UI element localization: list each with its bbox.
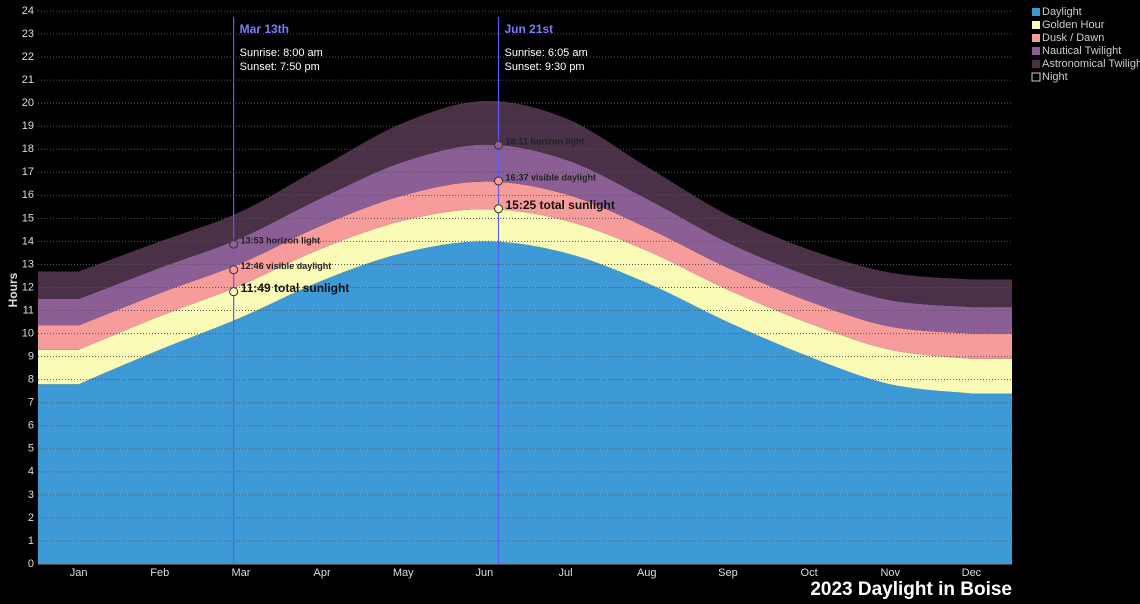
x-tick-label: Jul — [559, 567, 573, 579]
x-tick-label: Sep — [718, 567, 738, 579]
chart-title: 2023 Daylight in Boise — [810, 579, 1012, 600]
x-tick-label: Nov — [880, 567, 900, 579]
marker-sunrise: Sunrise: 8:00 am — [240, 47, 323, 59]
legend-swatch — [1031, 72, 1041, 82]
y-tick-label: 20 — [22, 97, 34, 109]
area — [38, 11, 1012, 280]
x-tick-label: Jan — [70, 567, 88, 579]
area — [38, 209, 1012, 394]
x-tick-label: Oct — [801, 567, 818, 579]
legend-label: Daylight — [1042, 6, 1082, 18]
legend-label: Golden Hour — [1042, 19, 1105, 31]
x-tick-label: Apr — [314, 567, 331, 579]
marker-point-label: 18:11 horizon light — [505, 136, 584, 146]
y-tick-label: 9 — [28, 351, 34, 363]
y-tick-label: 4 — [28, 466, 34, 478]
y-tick-label: 0 — [28, 558, 34, 570]
legend-swatch — [1032, 47, 1040, 55]
y-tick-label: 17 — [22, 166, 34, 178]
y-tick-label: 19 — [22, 120, 34, 132]
marker-dot — [229, 239, 239, 249]
area — [38, 144, 1012, 334]
area — [38, 100, 1012, 308]
x-tick-label: Mar — [231, 567, 250, 579]
y-tick-label: 16 — [22, 189, 34, 201]
x-tick-label: May — [393, 567, 414, 579]
marker-sunset: Sunset: 9:30 pm — [504, 61, 584, 73]
y-tick-label: 11 — [23, 304, 34, 316]
marker-point-label: 11:49 total sunlight — [241, 281, 350, 295]
y-tick-label: 10 — [22, 327, 34, 339]
y-tick-label: 23 — [22, 28, 34, 40]
marker-point-label: 15:25 total sunlight — [505, 198, 614, 212]
y-tick-label: 18 — [22, 143, 34, 155]
legend-swatch — [1032, 34, 1040, 42]
y-tick-label: 5 — [28, 443, 34, 455]
marker-label: Mar 13th — [240, 22, 289, 36]
y-tick-label: 6 — [28, 420, 34, 432]
marker-point-label: 16:37 visible daylight — [505, 172, 596, 182]
y-tick-label: 1 — [28, 535, 34, 547]
y-tick-label: 12 — [22, 281, 34, 293]
y-tick-label: 13 — [22, 258, 34, 270]
x-tick-label: Jun — [476, 567, 494, 579]
y-tick-label: 14 — [22, 235, 34, 247]
legend-swatch — [1032, 21, 1040, 29]
legend-label: Dusk / Dawn — [1042, 32, 1104, 44]
marker-point-label: 12:46 visible daylight — [241, 261, 332, 271]
marker-dot — [229, 287, 239, 297]
legend-label: Night — [1042, 71, 1068, 83]
y-tick-label: 24 — [22, 5, 34, 17]
marker-label: Jun 21st — [504, 22, 553, 36]
marker-dot — [493, 140, 503, 150]
legend-swatch — [1032, 60, 1040, 68]
marker-sunset: Sunset: 7:50 pm — [240, 61, 320, 73]
y-tick-label: 7 — [28, 397, 34, 409]
x-tick-label: Dec — [962, 567, 982, 579]
legend-label: Nautical Twilight — [1042, 45, 1121, 57]
y-axis-label: Hours — [6, 272, 20, 307]
y-tick-label: 15 — [22, 212, 34, 224]
legend-label: Astronomical Twilight — [1042, 58, 1140, 70]
y-tick-label: 2 — [28, 512, 34, 524]
x-tick-label: Feb — [150, 567, 169, 579]
x-tick-label: Aug — [637, 567, 657, 579]
marker-point-label: 13:53 horizon light — [241, 236, 321, 246]
y-tick-label: 21 — [22, 74, 34, 86]
marker-dot — [493, 176, 503, 186]
y-tick-label: 3 — [28, 489, 34, 501]
y-tick-label: 22 — [22, 51, 34, 63]
y-tick-label: 8 — [28, 374, 34, 386]
marker-dot — [493, 204, 503, 214]
marker-dot — [229, 265, 239, 275]
marker-sunrise: Sunrise: 6:05 am — [504, 47, 587, 59]
legend-swatch — [1032, 8, 1040, 16]
